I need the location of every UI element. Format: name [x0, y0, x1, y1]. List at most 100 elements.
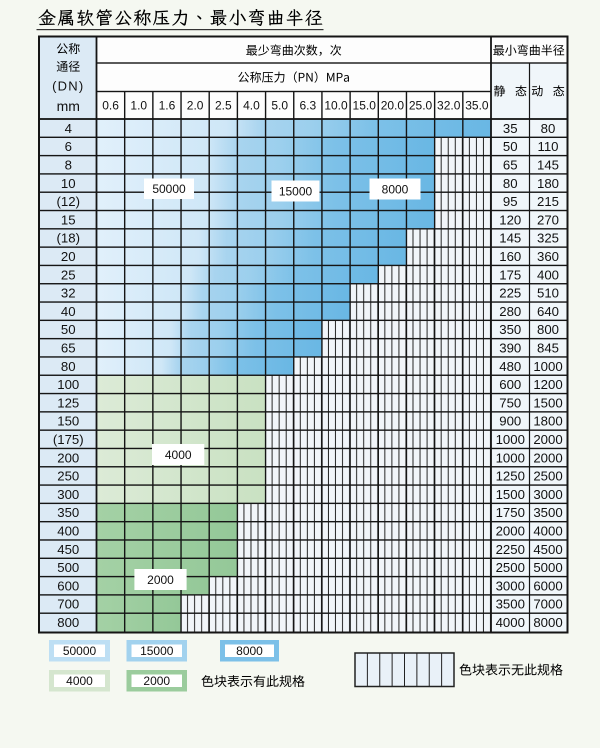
svg-text:2500: 2500 — [533, 469, 562, 484]
svg-text:1.6: 1.6 — [159, 99, 176, 113]
svg-text:8000: 8000 — [382, 182, 409, 196]
svg-text:2.5: 2.5 — [215, 99, 232, 113]
svg-text:200: 200 — [57, 450, 79, 465]
svg-text:750: 750 — [499, 395, 521, 410]
svg-text:325: 325 — [537, 231, 559, 246]
svg-text:5000: 5000 — [533, 560, 562, 575]
svg-text:80: 80 — [503, 176, 518, 191]
svg-text:400: 400 — [57, 524, 79, 539]
svg-text:0.6: 0.6 — [102, 99, 119, 113]
svg-text:270: 270 — [537, 212, 559, 227]
svg-text:3500: 3500 — [496, 597, 525, 612]
svg-text:360: 360 — [537, 249, 559, 264]
svg-text:800: 800 — [57, 615, 79, 630]
svg-text:8: 8 — [65, 157, 72, 172]
svg-text:10.0: 10.0 — [324, 99, 348, 113]
svg-text:145: 145 — [499, 231, 521, 246]
svg-text:2000: 2000 — [533, 432, 562, 447]
svg-text:(18): (18) — [57, 231, 80, 246]
svg-text:65: 65 — [503, 157, 518, 172]
svg-text:175: 175 — [499, 267, 521, 282]
svg-text:1000: 1000 — [496, 432, 525, 447]
svg-text:250: 250 — [57, 469, 79, 484]
svg-text:25: 25 — [61, 267, 76, 282]
svg-text:160: 160 — [499, 249, 521, 264]
svg-text:4: 4 — [65, 121, 72, 136]
svg-text:600: 600 — [57, 578, 79, 593]
svg-text:65: 65 — [61, 340, 76, 355]
svg-text:40: 40 — [61, 304, 76, 319]
svg-text:50: 50 — [61, 322, 76, 337]
svg-text:3000: 3000 — [496, 578, 525, 593]
svg-text:(175): (175) — [53, 432, 84, 447]
svg-text:390: 390 — [499, 340, 521, 355]
svg-text:640: 640 — [537, 304, 559, 319]
svg-text:450: 450 — [57, 542, 79, 557]
svg-text:4.0: 4.0 — [243, 99, 260, 113]
svg-text:50000: 50000 — [63, 644, 97, 658]
svg-text:32: 32 — [61, 286, 76, 301]
svg-text:900: 900 — [499, 414, 521, 429]
svg-text:25.0: 25.0 — [409, 99, 433, 113]
svg-text:3000: 3000 — [533, 487, 562, 502]
svg-text:280: 280 — [499, 304, 521, 319]
svg-text:1800: 1800 — [533, 414, 562, 429]
svg-text:4000: 4000 — [533, 524, 562, 539]
svg-text:1250: 1250 — [496, 469, 525, 484]
svg-text:35: 35 — [503, 121, 518, 136]
svg-text:2.0: 2.0 — [187, 99, 204, 113]
svg-text:1.0: 1.0 — [130, 99, 147, 113]
svg-text:2000: 2000 — [143, 674, 170, 688]
svg-text:6000: 6000 — [533, 578, 562, 593]
svg-text:15: 15 — [61, 212, 76, 227]
svg-text:8000: 8000 — [236, 644, 263, 658]
svg-text:510: 510 — [537, 286, 559, 301]
svg-text:845: 845 — [537, 340, 559, 355]
svg-text:35.0: 35.0 — [465, 99, 489, 113]
svg-text:125: 125 — [57, 395, 79, 410]
svg-text:mm: mm — [57, 98, 80, 114]
svg-text:15.0: 15.0 — [353, 99, 377, 113]
svg-text:4000: 4000 — [165, 448, 192, 462]
svg-text:5.0: 5.0 — [271, 99, 288, 113]
svg-text:6: 6 — [65, 139, 72, 154]
svg-text:50: 50 — [503, 139, 518, 154]
svg-text:480: 480 — [499, 359, 521, 374]
svg-text:215: 215 — [537, 194, 559, 209]
svg-text:2000: 2000 — [496, 524, 525, 539]
svg-text:1200: 1200 — [533, 377, 562, 392]
svg-text:180: 180 — [537, 176, 559, 191]
svg-text:3500: 3500 — [533, 505, 562, 520]
svg-text:300: 300 — [57, 487, 79, 502]
svg-text:350: 350 — [499, 322, 521, 337]
svg-text:4500: 4500 — [533, 542, 562, 557]
svg-text:(DN): (DN) — [52, 79, 84, 94]
svg-text:1750: 1750 — [496, 505, 525, 520]
svg-text:1000: 1000 — [533, 359, 562, 374]
svg-text:1000: 1000 — [496, 450, 525, 465]
svg-text:32.0: 32.0 — [437, 99, 461, 113]
svg-text:20: 20 — [61, 249, 76, 264]
svg-text:800: 800 — [537, 322, 559, 337]
svg-text:2000: 2000 — [147, 573, 174, 587]
svg-text:10: 10 — [61, 176, 76, 191]
svg-text:2500: 2500 — [496, 560, 525, 575]
svg-text:95: 95 — [503, 194, 518, 209]
svg-text:80: 80 — [61, 359, 76, 374]
svg-text:500: 500 — [57, 560, 79, 575]
svg-text:1500: 1500 — [533, 395, 562, 410]
svg-text:15000: 15000 — [140, 644, 174, 658]
svg-text:350: 350 — [57, 505, 79, 520]
svg-text:80: 80 — [541, 121, 556, 136]
svg-text:110: 110 — [537, 139, 558, 154]
svg-text:20.0: 20.0 — [381, 99, 405, 113]
svg-text:50000: 50000 — [152, 182, 186, 196]
svg-text:2000: 2000 — [533, 450, 562, 465]
svg-text:400: 400 — [537, 267, 559, 282]
svg-text:2250: 2250 — [496, 542, 525, 557]
svg-text:100: 100 — [57, 377, 79, 392]
svg-text:145: 145 — [537, 157, 559, 172]
svg-text:225: 225 — [499, 286, 521, 301]
svg-text:150: 150 — [57, 414, 79, 429]
svg-text:(12): (12) — [57, 194, 80, 209]
